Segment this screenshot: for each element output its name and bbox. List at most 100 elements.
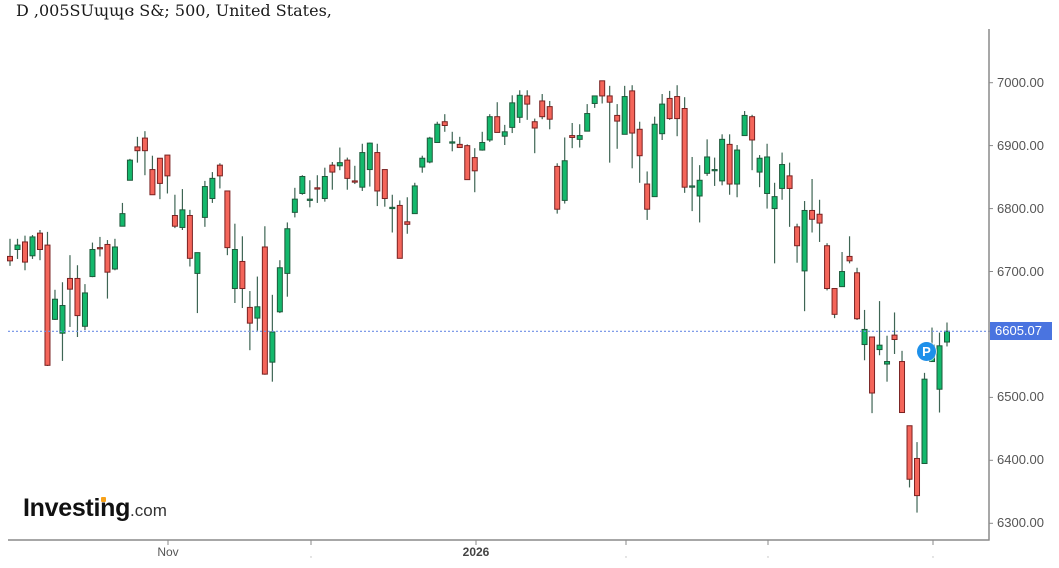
candle	[899, 350, 906, 414]
logo-brand-text: Investing	[23, 494, 131, 522]
candle	[876, 301, 883, 356]
candle	[209, 172, 216, 203]
candle	[531, 118, 538, 154]
candle-body-down	[44, 244, 51, 366]
candle	[771, 182, 778, 264]
candle-body-up	[779, 164, 786, 189]
candle-body-down	[171, 215, 178, 227]
candle	[396, 200, 403, 259]
candle-body-down	[96, 247, 103, 250]
candle-body-down	[21, 241, 28, 263]
candle-body-up	[284, 228, 291, 274]
candle	[21, 235, 28, 271]
candle-body-down	[674, 96, 681, 120]
candle	[689, 156, 696, 212]
x-axis-minor-dots	[310, 556, 934, 558]
candle	[216, 163, 223, 189]
candle-body-down	[464, 145, 471, 181]
candle-body-down	[329, 164, 336, 173]
candle-body-up	[801, 209, 808, 272]
candle-body-up	[389, 206, 396, 210]
candle-body-up	[936, 345, 943, 390]
candle	[231, 223, 238, 303]
candle-body-up	[771, 196, 778, 210]
candle	[194, 252, 201, 314]
candle-body-down	[344, 159, 351, 179]
candle-body-down	[794, 226, 801, 247]
candle	[846, 236, 853, 264]
candle	[119, 202, 126, 227]
candle	[606, 85, 613, 163]
candle-body-down	[614, 114, 621, 122]
p-annotation-icon[interactable]: P	[917, 342, 936, 361]
candle-body-down	[186, 215, 193, 259]
candle-body-up	[861, 328, 868, 346]
candle	[831, 288, 838, 319]
candle	[29, 235, 36, 259]
candle	[149, 155, 156, 196]
candle-body-down	[246, 306, 253, 324]
candle-body-down	[314, 187, 321, 190]
candle-body-down	[644, 183, 651, 210]
candle-body-up	[359, 152, 366, 188]
candle	[449, 131, 456, 152]
candle-body-down	[569, 135, 576, 138]
candle-body-up	[111, 246, 118, 270]
candle-body-down	[224, 190, 231, 249]
candle	[156, 157, 163, 200]
candle-body-down	[164, 154, 171, 177]
candle	[584, 104, 591, 132]
candle	[411, 182, 418, 215]
candle-body-up	[306, 198, 313, 201]
candle-body-up	[426, 137, 433, 163]
candle-body-down	[824, 245, 831, 290]
candle	[681, 97, 688, 193]
candle-body-down	[7, 255, 13, 262]
candle	[786, 162, 793, 227]
candle-body-down	[381, 169, 388, 200]
y-tick-label-6500: 6500.00	[997, 389, 1044, 405]
candle	[659, 94, 666, 140]
candle-body-down	[726, 143, 733, 185]
candle	[111, 238, 118, 271]
candle	[816, 199, 823, 242]
candle	[914, 442, 921, 513]
candle	[794, 223, 801, 263]
candle	[734, 145, 741, 198]
candle	[276, 260, 283, 314]
candle	[471, 148, 478, 193]
candle	[651, 116, 658, 198]
y-tick-label-6700: 6700.00	[997, 263, 1044, 279]
candle	[621, 85, 628, 135]
candle-body-up	[561, 160, 568, 201]
candle	[314, 175, 321, 203]
candle	[171, 194, 178, 229]
candle-body-down	[404, 221, 411, 225]
candle-body-down	[374, 152, 381, 192]
candle-body-up	[486, 116, 493, 141]
candle-body-down	[456, 143, 463, 149]
candle	[561, 137, 568, 204]
candle	[366, 142, 373, 187]
candle	[359, 143, 366, 191]
candle	[869, 336, 876, 414]
candle	[336, 147, 343, 171]
candle-body-down	[809, 209, 816, 220]
candle	[906, 425, 913, 488]
candle-body-up	[299, 175, 306, 194]
x-tick-label-2026: 2026	[462, 545, 490, 559]
candle	[456, 136, 463, 149]
candle-body-up	[321, 175, 328, 200]
candle	[201, 180, 208, 227]
candle	[629, 85, 636, 169]
candle-body-down	[554, 165, 561, 210]
candle	[246, 291, 253, 351]
candle-body-down	[854, 272, 861, 320]
candle-body-down	[831, 288, 838, 315]
candle	[104, 240, 111, 299]
candle-body-down	[239, 260, 246, 290]
candle	[824, 243, 831, 291]
candle-body-up	[291, 198, 298, 213]
candle	[321, 167, 328, 202]
